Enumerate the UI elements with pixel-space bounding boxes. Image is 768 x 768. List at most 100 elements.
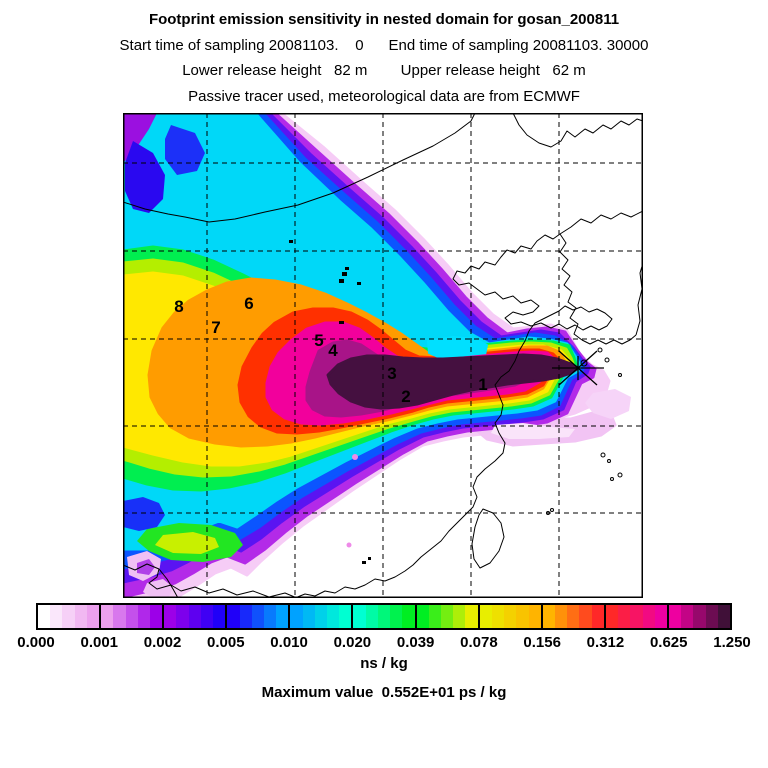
plot-header: Footprint emission sensitivity in nested… [0, 7, 768, 109]
colorbar-cell [642, 605, 655, 628]
plot-title: Footprint emission sensitivity in nested… [148, 11, 620, 28]
colorbar-cell [681, 605, 694, 628]
colorbar-tick: 0.000 [17, 634, 55, 651]
colorbar-cell [630, 605, 643, 628]
colorbar-cell [62, 605, 75, 628]
max-value-label: Maximum value 0.552E+01 ps / kg [261, 684, 507, 701]
colorbar-cell [213, 605, 228, 628]
colorbar-cell [377, 605, 391, 628]
colorbar-tick: 0.005 [207, 634, 245, 651]
colorbar-tick: 0.010 [270, 634, 308, 651]
contour-level-11-core [326, 353, 580, 410]
island-8 [546, 511, 550, 515]
colorbar-tick: 0.156 [523, 634, 561, 651]
colorbar-cell [705, 605, 718, 628]
south-border-fork [158, 568, 179, 598]
colorbar-cell [164, 605, 177, 628]
colorbar-tick: 0.020 [333, 634, 372, 651]
colorbar-cell [605, 605, 619, 628]
source-marker-6: 6 [244, 294, 253, 313]
corner-blue-patch [125, 141, 165, 213]
colorbar-cell [263, 605, 277, 628]
korea-east-coast [635, 262, 643, 336]
colorbar-cell [125, 605, 138, 628]
colorbar-cell [579, 605, 592, 628]
violet-dot-bottomleft [137, 559, 155, 575]
gosan-star-marker [552, 350, 604, 386]
colorbar-cell [441, 605, 454, 628]
colorbar-tick: 0.002 [143, 634, 182, 651]
source-marker-2: 2 [401, 387, 410, 406]
colorbar-cell [176, 605, 189, 628]
mongolia-border [123, 113, 476, 223]
colorbar-cell [327, 605, 340, 628]
colorbar-cell [504, 605, 517, 628]
colorbar-cell [654, 605, 669, 628]
colorbar-cell [239, 605, 252, 628]
colorbar-cell [591, 605, 606, 628]
source-marker-4: 4 [328, 341, 338, 360]
yellowgreen-patch-lowerleft [155, 532, 219, 554]
colorbar-cell [693, 605, 706, 628]
jeju-island [580, 359, 588, 367]
colorbar-tick: 0.312 [586, 634, 625, 651]
colorbar-cell [416, 605, 429, 628]
map-frame [123, 113, 643, 598]
colorbar-cell [86, 605, 102, 628]
colorbar-cell [554, 605, 568, 628]
plume-contours [123, 113, 631, 598]
island-5 [607, 459, 611, 463]
source-marker-7: 7 [211, 318, 220, 337]
colorbar-cell [188, 605, 201, 628]
source-marker-8: 8 [174, 297, 183, 316]
grid-lines [123, 113, 643, 598]
island-6 [617, 472, 623, 478]
island-3 [618, 373, 622, 377]
colorbar-cell [251, 605, 264, 628]
colorbar-cell [567, 605, 580, 628]
island-7 [610, 477, 614, 481]
release-height-line: Lower release height 82 m Upper release … [182, 62, 586, 79]
colorbar-cell [339, 605, 354, 628]
colorbar-cell [453, 605, 466, 628]
colorbar [36, 603, 732, 630]
coastlines [123, 113, 643, 598]
colorbar-tick: 0.625 [649, 634, 688, 651]
colorbar-cell [137, 605, 150, 628]
blue-patch-left-edge [123, 497, 165, 531]
colorbar-cell [353, 605, 366, 628]
colorbar-cell [402, 605, 417, 628]
colorbar-tick: 0.001 [80, 634, 119, 651]
colorbar-cell [465, 605, 480, 628]
colorbar-cell [200, 605, 214, 628]
colorbar-cell [516, 605, 529, 628]
colorbar-cell [365, 605, 378, 628]
island-9 [550, 508, 554, 512]
colorbar-cell [491, 605, 505, 628]
south-china-border [123, 563, 298, 598]
korea-west-coast [559, 233, 583, 341]
colorbar-cell [113, 605, 126, 628]
colorbar-cell [290, 605, 303, 628]
colorbar-cell [101, 605, 114, 628]
bohai-china-coast [294, 233, 613, 598]
colorbar-cell [528, 605, 543, 628]
source-marker-3: 3 [387, 364, 396, 383]
island-2 [604, 357, 610, 363]
colorbar-cell [227, 605, 240, 628]
colorbar-cell [38, 605, 51, 628]
colorbar-cell [479, 605, 492, 628]
colorbar-cell [668, 605, 682, 628]
nk-border [559, 210, 643, 235]
tracer-line: Passive tracer used, meteorological data… [188, 87, 580, 105]
colorbar-unit: ns / kg [360, 655, 408, 672]
pink-dot-1 [352, 454, 358, 460]
colorbar-tick: 0.078 [460, 634, 498, 651]
colorbar-cell [717, 605, 731, 628]
colorbar-cell [74, 605, 87, 628]
colorbar-cell [618, 605, 631, 628]
